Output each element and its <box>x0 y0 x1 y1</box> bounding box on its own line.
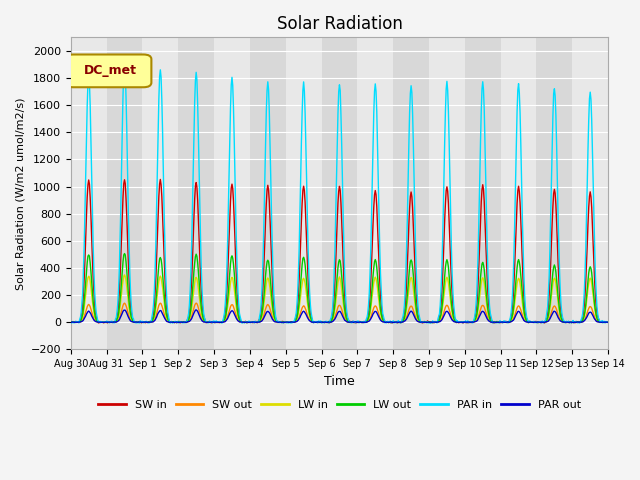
SW in <box>95 320 102 326</box>
SW in <box>216 319 224 325</box>
SW in <box>77 317 84 323</box>
SW in <box>421 319 429 325</box>
PAR out <box>604 319 611 325</box>
Bar <box>179 37 214 349</box>
PAR out <box>73 319 81 325</box>
PAR in <box>67 320 75 326</box>
SW out <box>192 300 200 306</box>
PAR out <box>67 319 75 325</box>
PAR in <box>187 268 195 274</box>
SW in <box>132 320 140 325</box>
PAR in <box>132 320 140 326</box>
Line: LW in: LW in <box>71 275 607 323</box>
LW out <box>132 319 140 325</box>
PAR in <box>216 320 223 325</box>
SW out <box>406 305 413 311</box>
LW in <box>121 272 129 278</box>
X-axis label: Time: Time <box>324 374 355 387</box>
Bar <box>536 37 572 349</box>
LW out <box>121 251 129 256</box>
Bar <box>465 37 500 349</box>
LW out <box>77 318 84 324</box>
PAR in <box>405 142 413 147</box>
SW in <box>188 276 196 281</box>
PAR in <box>420 320 428 325</box>
Y-axis label: Solar Radiation (W/m2 umol/m2/s): Solar Radiation (W/m2 umol/m2/s) <box>15 97 25 289</box>
LW out <box>216 319 223 325</box>
Bar <box>321 37 357 349</box>
SW in <box>67 319 75 325</box>
SW out <box>132 319 140 325</box>
LW in <box>216 319 224 325</box>
Line: SW out: SW out <box>71 303 607 323</box>
PAR out <box>406 310 413 316</box>
LW in <box>406 280 413 286</box>
LW in <box>69 320 77 325</box>
SW out <box>186 317 194 323</box>
PAR out <box>77 319 85 324</box>
LW out <box>604 319 611 325</box>
PAR in <box>604 320 611 325</box>
SW in <box>406 205 413 211</box>
Bar <box>107 37 143 349</box>
PAR in <box>77 314 84 320</box>
FancyBboxPatch shape <box>65 55 152 87</box>
SW out <box>77 319 84 325</box>
PAR out <box>216 319 224 325</box>
LW in <box>77 317 85 323</box>
Line: LW out: LW out <box>71 253 607 323</box>
Text: DC_met: DC_met <box>84 64 137 77</box>
LW in <box>67 319 75 325</box>
LW out <box>187 305 195 311</box>
Bar <box>393 37 429 349</box>
SW out <box>604 319 611 325</box>
SW out <box>421 319 429 325</box>
SW out <box>321 320 329 325</box>
Line: PAR out: PAR out <box>71 310 607 322</box>
LW in <box>604 319 611 325</box>
SW in <box>157 177 164 182</box>
SW out <box>216 319 223 325</box>
Bar <box>250 37 285 349</box>
PAR out <box>187 317 195 323</box>
PAR out <box>192 307 200 313</box>
Line: PAR in: PAR in <box>71 64 607 323</box>
Legend: SW in, SW out, LW in, LW out, PAR in, PAR out: SW in, SW out, LW in, LW out, PAR in, PA… <box>94 396 585 414</box>
PAR out <box>132 319 140 325</box>
PAR out <box>421 319 429 325</box>
LW out <box>405 273 413 278</box>
LW out <box>67 320 75 325</box>
LW in <box>133 320 141 325</box>
Title: Solar Radiation: Solar Radiation <box>276 15 403 33</box>
SW in <box>604 319 611 325</box>
LW in <box>421 320 429 325</box>
LW in <box>188 306 196 312</box>
PAR in <box>121 61 129 67</box>
Line: SW in: SW in <box>71 180 607 323</box>
SW out <box>67 319 75 325</box>
LW out <box>420 319 428 324</box>
